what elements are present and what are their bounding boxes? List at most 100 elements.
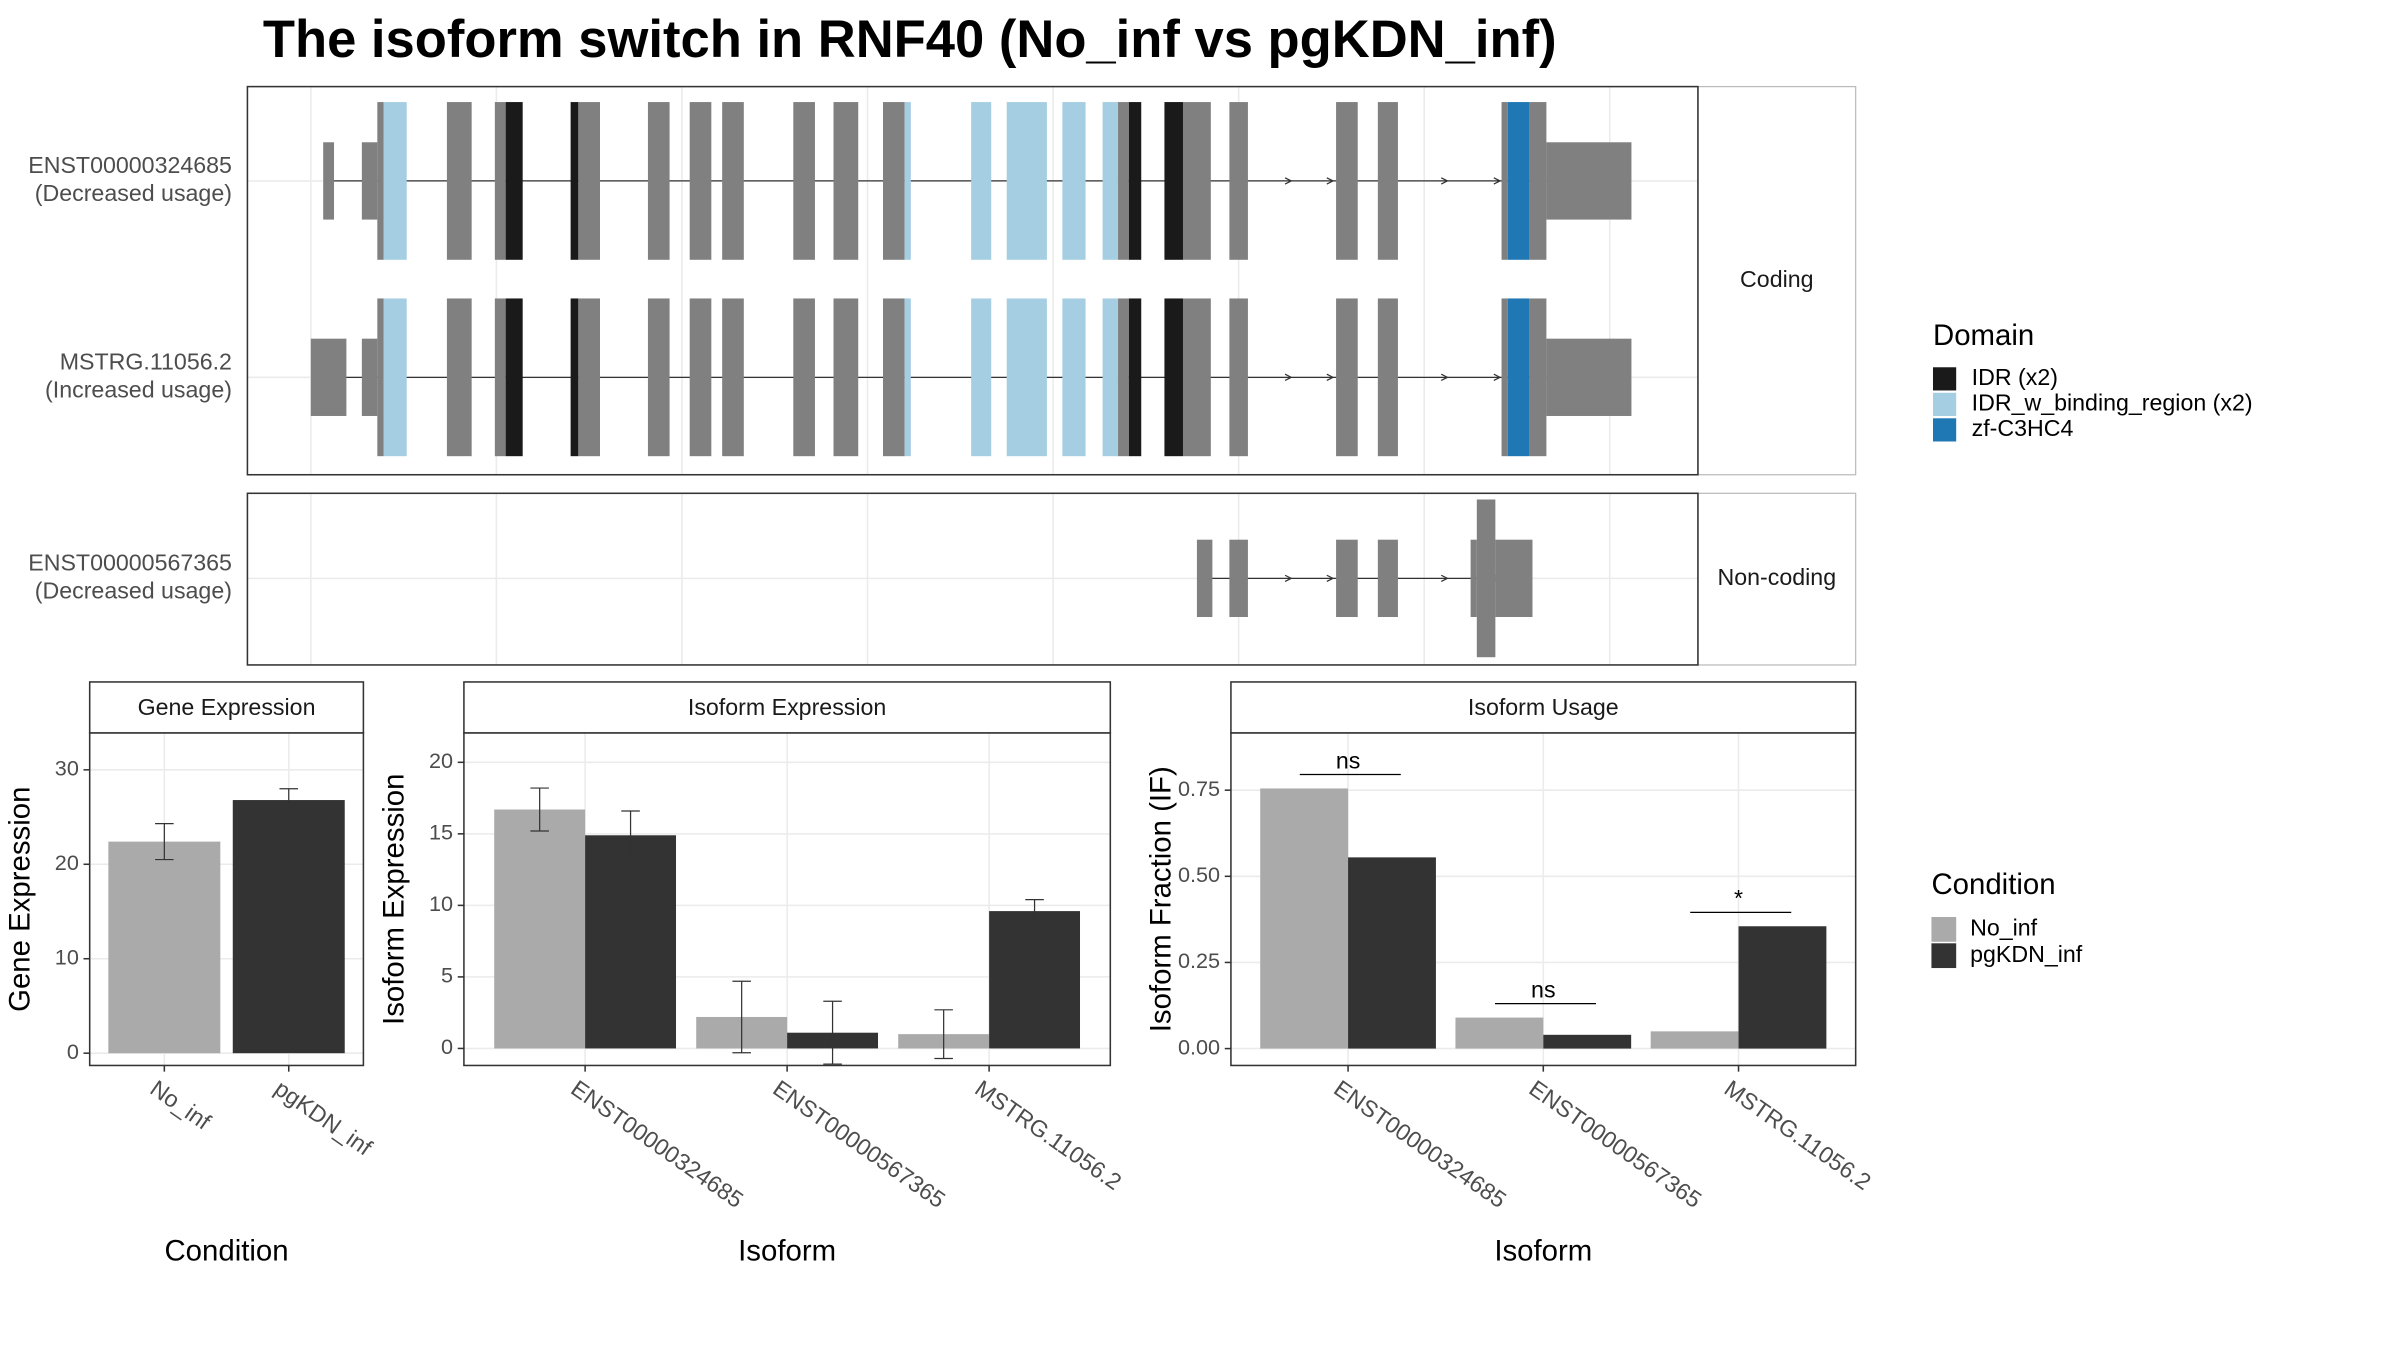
exon [1377,539,1398,618]
bar [585,835,677,1049]
exon [578,102,600,260]
exon [1229,102,1248,260]
bar [1650,1031,1739,1049]
significance-label: ns [1336,747,1361,773]
intron-arrow [1440,373,1449,381]
y-tick-label: 30 [55,756,79,781]
error-bar [934,1009,953,1060]
exon [383,298,407,457]
x-axis-title: Isoform [738,1234,836,1267]
y-tick-label: 10 [55,944,79,969]
exon [383,102,407,260]
exon [647,102,670,260]
legend-title: Domain [1933,319,2034,352]
exon [1062,102,1086,260]
intron-arrow [1326,373,1335,381]
y-tick-label: 0.50 [1178,862,1220,887]
exon [833,102,859,260]
intron-arrow [1326,177,1335,185]
exon [1476,499,1496,658]
exon [377,102,384,260]
legend-label: IDR (x2) [1972,364,2058,390]
exon [310,338,347,416]
exon [1336,102,1358,260]
error-bar [530,787,549,832]
panel-title: Isoform Usage [1468,694,1619,720]
exon [494,102,506,260]
legend-label: pgKDN_inf [1970,941,2083,967]
strip [1697,85,1857,476]
exon [1336,298,1358,457]
transcript-usage: (Decreased usage) [35,180,232,206]
panel-border [88,732,365,1067]
panel-border [246,85,1699,476]
intron-arrow [1326,574,1335,582]
exon [1529,298,1547,457]
exon [971,298,992,457]
exon [377,298,384,457]
exon [689,298,712,457]
y-tick-label: 0.25 [1178,948,1220,973]
figure-title: The isoform switch in RNF40 (No_inf vs p… [263,10,1557,69]
transcript-name: ENST00000324685 [28,152,232,178]
exon [1128,298,1142,457]
y-tick-label: 0 [441,1034,453,1059]
facet-label: Non-coding [1718,564,1837,590]
exon [722,102,744,260]
x-axis-title: Isoform [1494,1234,1592,1267]
exon [1006,102,1047,260]
bar [1348,857,1436,1049]
exon [494,298,506,457]
error-bar [823,1000,842,1065]
y-tick-label: 0 [67,1039,79,1064]
y-axis-title: Isoform Fraction (IF) [1145,766,1178,1032]
transcript-name: ENST00000567365 [28,550,232,576]
exon [1377,298,1398,457]
exon [1495,539,1533,618]
exon [1118,102,1129,260]
error-bar [155,823,174,861]
y-tick-label: 5 [441,963,453,988]
exon [1546,142,1632,220]
panel-border [463,732,1112,1067]
error-bar [621,810,640,861]
y-tick-label: 15 [429,820,453,845]
error-bar [732,980,751,1054]
legend-swatch [1931,917,1957,942]
transcript-usage: (Increased usage) [45,376,232,402]
exon [1336,539,1358,618]
exon [1062,298,1086,457]
exon [361,338,378,416]
exon [1507,298,1530,457]
exon [1229,539,1248,618]
strip [1230,681,1857,734]
panel-title: Isoform Expression [688,694,886,720]
y-tick-label: 0.75 [1178,776,1220,801]
exon [793,102,815,260]
bar [1738,926,1827,1049]
intron-arrow [1493,177,1502,185]
exon [323,142,335,220]
exon [1546,338,1632,416]
exon [689,102,712,260]
transcript-name: MSTRG.11056.2 [60,349,232,375]
bar [494,809,586,1049]
legend-swatch [1931,943,1957,969]
x-axis-title: Condition [164,1234,288,1267]
legend-label: zf-C3HC4 [1972,415,2074,441]
bar [1543,1034,1632,1049]
exon [1164,298,1183,457]
error-bar [1025,899,1044,924]
legend-label: No_inf [1970,915,2038,941]
exon [833,298,859,457]
intron-arrow [1440,177,1449,185]
significance-label: * [1734,885,1743,911]
legend-title: Condition [1931,868,2055,901]
bar [989,911,1081,1049]
exon [1102,298,1119,457]
exon [505,298,523,457]
exon [1196,539,1213,618]
exon [904,102,911,260]
y-axis-title: Isoform Expression [378,774,411,1025]
